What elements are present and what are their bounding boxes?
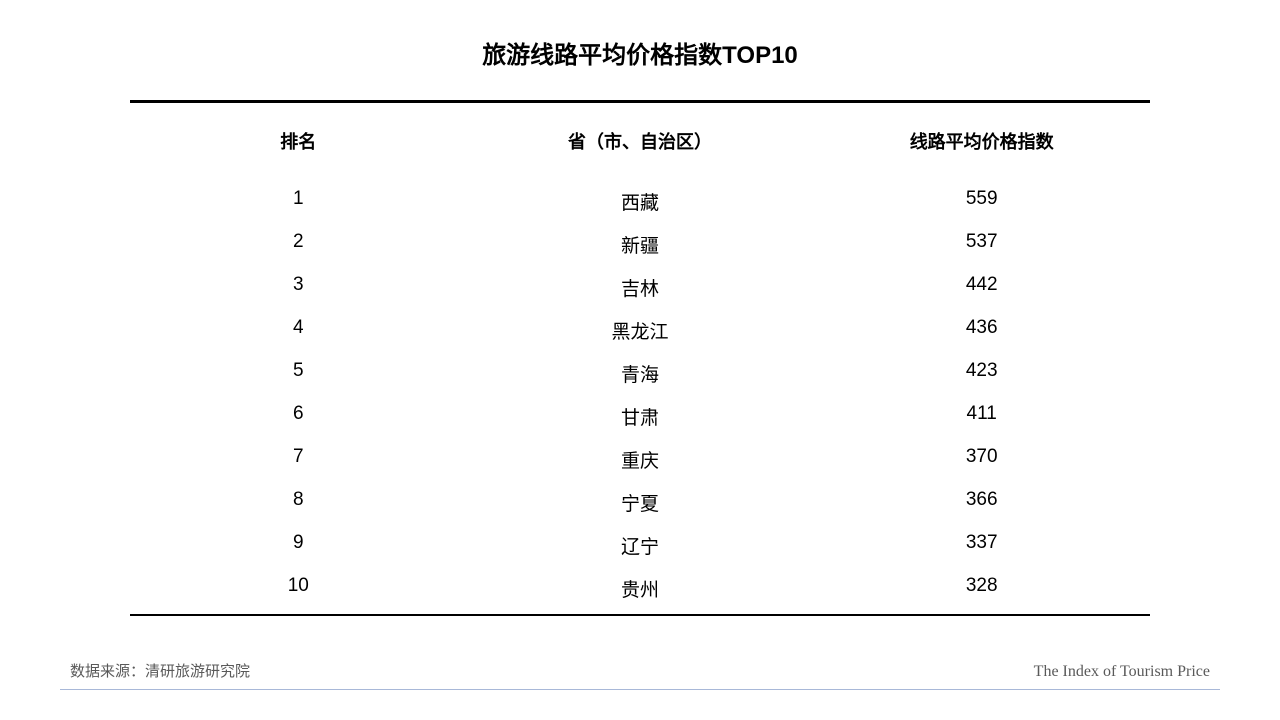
cell-index: 366 — [813, 489, 1150, 516]
header-index: 线路平均价格指数 — [813, 128, 1150, 154]
cell-index: 442 — [813, 274, 1150, 301]
data-source-label: 数据来源：清研旅游研究院 — [70, 660, 250, 681]
cell-index: 436 — [813, 317, 1150, 344]
table-rows-container: 1西藏5592新疆5373吉林4424黑龙江4365青海4236甘肃4117重庆… — [130, 172, 1150, 610]
cell-province: 青海 — [467, 360, 814, 387]
table-row: 1西藏559 — [130, 180, 1150, 223]
page-title: 旅游线路平均价格指数TOP10 — [60, 35, 1220, 70]
table-row: 3吉林442 — [130, 266, 1150, 309]
table-header-row: 排名 省（市、自治区） 线路平均价格指数 — [130, 103, 1150, 172]
cell-index: 423 — [813, 360, 1150, 387]
page-container: 旅游线路平均价格指数TOP10 排名 省（市、自治区） 线路平均价格指数 1西藏… — [0, 0, 1280, 720]
cell-province: 贵州 — [467, 575, 814, 602]
cell-rank: 7 — [130, 446, 467, 473]
cell-index: 411 — [813, 403, 1150, 430]
cell-rank: 5 — [130, 360, 467, 387]
cell-province: 宁夏 — [467, 489, 814, 516]
table-row: 6甘肃411 — [130, 395, 1150, 438]
table-row: 10贵州328 — [130, 567, 1150, 610]
cell-rank: 3 — [130, 274, 467, 301]
cell-rank: 10 — [130, 575, 467, 602]
cell-rank: 9 — [130, 532, 467, 559]
cell-province: 黑龙江 — [467, 317, 814, 344]
cell-province: 辽宁 — [467, 532, 814, 559]
cell-rank: 8 — [130, 489, 467, 516]
table-row: 2新疆537 — [130, 223, 1150, 266]
table-wrapper: 排名 省（市、自治区） 线路平均价格指数 1西藏5592新疆5373吉林4424… — [130, 100, 1150, 616]
footer: 数据来源：清研旅游研究院 The Index of Tourism Price — [60, 660, 1220, 690]
cell-rank: 4 — [130, 317, 467, 344]
table-row: 4黑龙江436 — [130, 309, 1150, 352]
cell-rank: 1 — [130, 188, 467, 215]
cell-index: 537 — [813, 231, 1150, 258]
cell-province: 新疆 — [467, 231, 814, 258]
cell-province: 西藏 — [467, 188, 814, 215]
cell-rank: 6 — [130, 403, 467, 430]
header-rank: 排名 — [130, 128, 467, 154]
cell-rank: 2 — [130, 231, 467, 258]
table-row: 5青海423 — [130, 352, 1150, 395]
header-province: 省（市、自治区） — [467, 128, 814, 154]
cell-province: 重庆 — [467, 446, 814, 473]
table-row: 7重庆370 — [130, 438, 1150, 481]
cell-province: 甘肃 — [467, 403, 814, 430]
index-title-label: The Index of Tourism Price — [1034, 663, 1210, 681]
cell-index: 370 — [813, 446, 1150, 473]
cell-index: 328 — [813, 575, 1150, 602]
cell-index: 337 — [813, 532, 1150, 559]
table-row: 9辽宁337 — [130, 524, 1150, 567]
cell-index: 559 — [813, 188, 1150, 215]
table-bottom-border — [130, 614, 1150, 616]
table-row: 8宁夏366 — [130, 481, 1150, 524]
cell-province: 吉林 — [467, 274, 814, 301]
